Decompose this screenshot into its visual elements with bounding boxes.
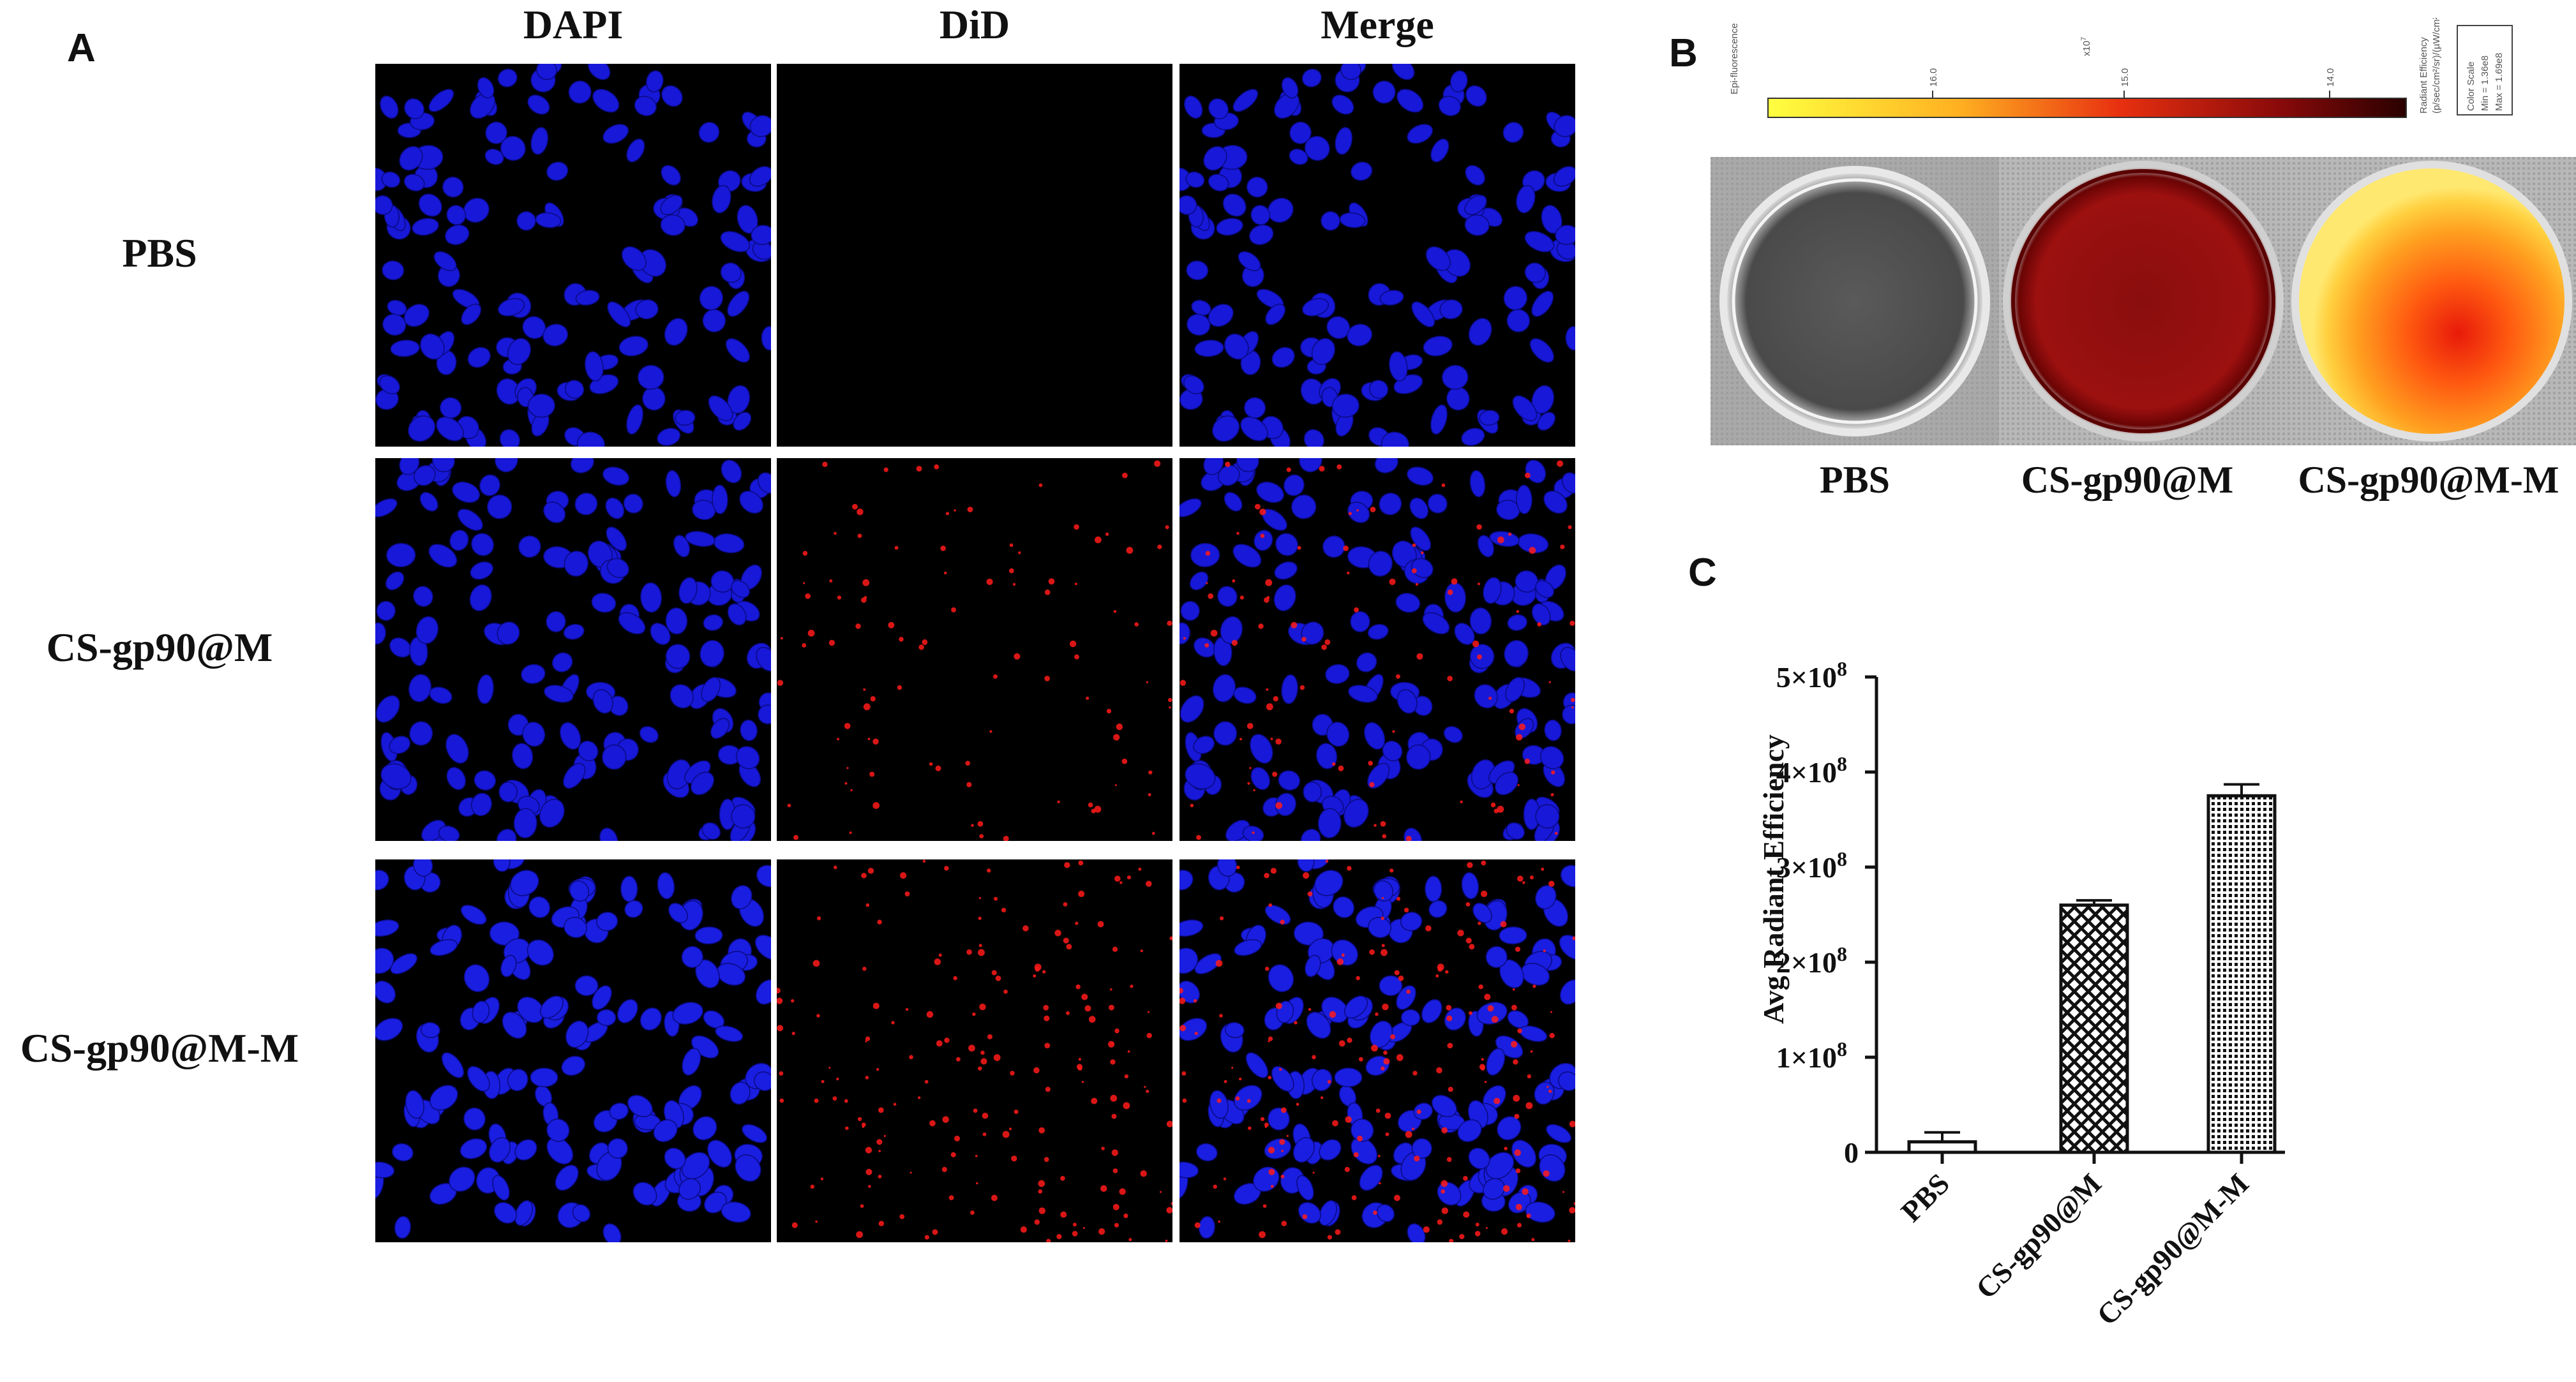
y-tick-label: 4×108 (1776, 752, 1847, 789)
x-tick-label-0: PBS (1894, 1167, 1956, 1228)
micrograph-cs-gp90-m-m-merge (1179, 859, 1575, 1242)
well-caption-cs-gp90-m: CS-gp90@M (2021, 459, 2234, 501)
column-header-did: DiD (939, 2, 1010, 47)
y-tick-label: 5×108 (1776, 657, 1847, 694)
row-header-pbs: PBS (122, 230, 197, 276)
color-scale-min: Min = 1.36e8 (2480, 56, 2490, 111)
well-cs-gp90-m-m (2291, 161, 2572, 442)
micrograph-cs-gp90-m-did (777, 458, 1172, 841)
y-axis-title: Avg Radiant Efficiency (1757, 734, 1790, 1024)
row-header-cs-gp90-m: CS-gp90@M (46, 625, 273, 670)
panel-label-a: A (67, 26, 96, 70)
fluorescence-well-image (1711, 157, 2576, 445)
colorbar-tick-1: 16.0 (1928, 68, 1939, 87)
svg-text:x107: x107 (2080, 37, 2092, 56)
colorbar-gradient (1767, 98, 2407, 118)
bar-1 (2059, 903, 2129, 1154)
micrograph-cs-gp90-m-m-did (777, 859, 1172, 1242)
color-scale-bar: Epi-fluorescence 16.0 15.0 14.0 x107 Rad… (1723, 13, 2576, 130)
colorbar-left-label: Epi-fluorescence (1729, 23, 1740, 94)
micrograph-cs-gp90-m-merge (1179, 458, 1575, 841)
color-scale-max: Max = 1.69e8 (2494, 53, 2505, 111)
row-header-cs-gp90-m-m: CS-gp90@M-M (20, 1025, 299, 1071)
well-caption-cs-gp90-m-m: CS-gp90@M-M (2298, 459, 2559, 501)
micrograph-pbs-merge (1179, 64, 1575, 447)
x-tick-label-1: CS-gp90@M (1970, 1167, 2108, 1305)
well-caption-pbs: PBS (1819, 459, 1891, 501)
color-scale-title: Color Scale (2466, 61, 2476, 111)
well-cs-gp90-m (2003, 161, 2284, 442)
bar-chart: Avg Radiant Efficiency 0 1×108 2×108 3×108 4… (1723, 613, 2553, 1381)
well-pbs (1719, 166, 1990, 436)
y-tick-label: 1×108 (1776, 1037, 1847, 1074)
colorbar-tick-3: 14.0 (2325, 68, 2336, 87)
column-header-dapi: DAPI (523, 2, 624, 47)
colorbar-unit-detail: (p/sec/cm²/sr)/(µW/cm²) (2431, 18, 2442, 114)
colorbar-exponent-power: 7 (2080, 37, 2088, 41)
bar-2 (2206, 794, 2277, 1154)
y-tick-label: 2×108 (1776, 942, 1847, 979)
panel-label-b: B (1669, 31, 1698, 75)
colorbar-tick-2: 15.0 (2120, 68, 2130, 87)
panel-label-c: C (1688, 551, 1717, 595)
micrograph-cs-gp90-m-dapi (375, 458, 771, 841)
x-tick-label-2: CS-gp90@M-M (2090, 1167, 2255, 1332)
colorbar-unit-label: Radiant Efficiency (2418, 37, 2429, 114)
y-tick-label: 0 (1844, 1136, 1859, 1169)
bar-0 (1907, 1140, 1977, 1154)
colorbar-exponent: x10 (2081, 41, 2092, 56)
micrograph-cs-gp90-m-m-dapi (375, 859, 771, 1242)
micrograph-pbs-did (777, 64, 1172, 447)
color-scale-legend-box (2457, 25, 2513, 115)
micrograph-pbs-dapi (375, 64, 771, 447)
y-tick-label: 3×108 (1776, 847, 1847, 884)
column-header-merge: Merge (1321, 2, 1434, 47)
